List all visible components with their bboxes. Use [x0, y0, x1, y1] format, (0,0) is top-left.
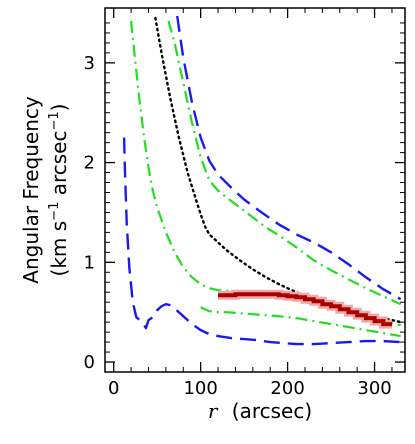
series-2-line	[130, 20, 401, 327]
y-unit-part-2: )	[47, 104, 71, 112]
series-6-line	[218, 292, 392, 327]
y-axis-title: Angular Frequency (km s−1 arcsec−1)	[19, 96, 71, 284]
tick-labels: 0 100 200 300 0 1 2 3	[84, 53, 392, 399]
y-unit-exp-0: −1	[47, 202, 62, 221]
x-axis-unit: (arcsec)	[232, 399, 312, 423]
y-tick-label: 0	[84, 352, 95, 373]
x-tick-label: 200	[270, 378, 304, 399]
y-tick-label: 3	[84, 53, 95, 74]
y-tick-label: 1	[84, 252, 95, 273]
ticks-layer	[105, 8, 405, 372]
y-axis-title-line1: Angular Frequency	[19, 96, 43, 284]
x-tick-label: 300	[357, 378, 391, 399]
y-unit-part-0: (km s	[47, 221, 71, 277]
x-axis-symbol: r	[208, 399, 219, 423]
series-3-line	[200, 306, 401, 338]
x-axis-title: r (arcsec)	[208, 399, 312, 423]
y-tick-label: 2	[84, 153, 95, 174]
y-unit-part-1: arcsec	[47, 131, 71, 202]
y-axis-title-line2: (km s−1 arcsec−1)	[47, 104, 71, 277]
series-1-line	[167, 20, 402, 306]
series-layer	[122, 15, 402, 346]
series-5-line	[122, 137, 401, 346]
x-tick-label: 100	[183, 378, 217, 399]
x-tick-label: 0	[108, 378, 119, 399]
plot-frame	[104, 7, 406, 373]
y-unit-exp-1: −1	[47, 111, 62, 130]
series-4-line	[176, 15, 402, 301]
